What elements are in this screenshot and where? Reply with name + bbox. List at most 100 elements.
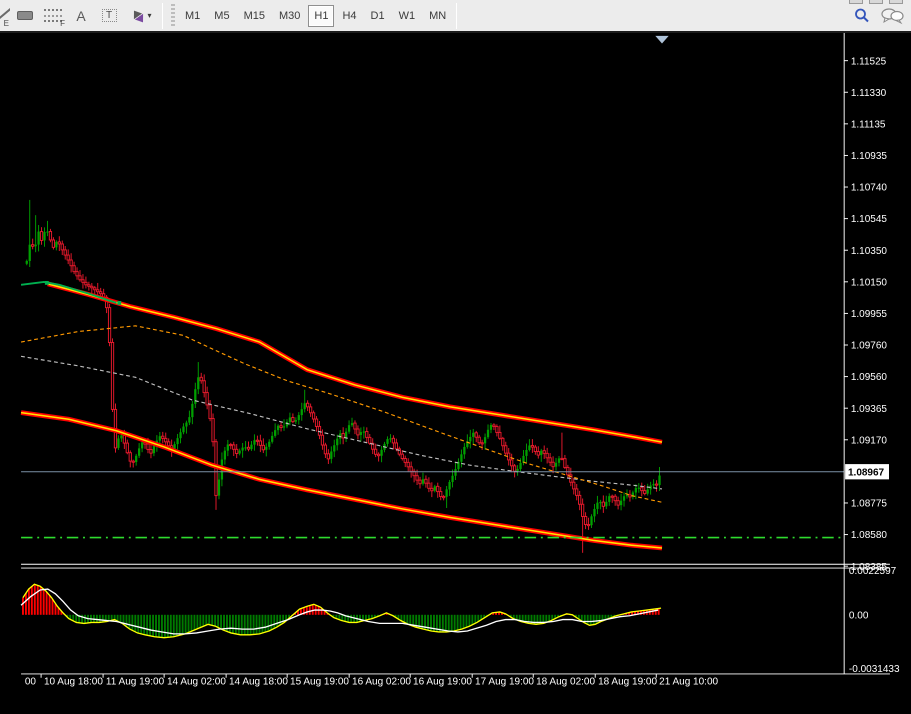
candle-body-bear	[229, 443, 233, 447]
timeframe-m5-button[interactable]: M5	[208, 5, 235, 27]
candle-body-bull	[652, 484, 655, 486]
candle-body-bear	[202, 380, 206, 394]
ma-orange-dashed-line	[20, 325, 663, 503]
candle-body-bear	[548, 457, 552, 463]
candle-body-bull	[433, 486, 436, 491]
candle-body-bear	[78, 275, 82, 281]
restore-button[interactable]	[869, 0, 883, 4]
price-axis-label: 1.10740	[851, 183, 888, 194]
time-axis-label: 15 Aug 19:00	[290, 676, 349, 687]
candle-body-bull	[445, 489, 448, 497]
zoom-in-icon[interactable]	[849, 4, 875, 28]
candle-body-bull	[28, 244, 31, 261]
candle-body-bear	[365, 431, 369, 438]
chart-canvas[interactable]: 1.11525 1.11330 1.11135 1.10935 1.10740 1.105…	[0, 33, 911, 714]
candle-body-bear	[613, 495, 617, 502]
candle-body-bull	[179, 432, 182, 439]
candle-body-bull	[608, 496, 611, 502]
candle-body-bull	[25, 260, 28, 264]
candle-body-bear	[31, 244, 35, 247]
candle-body-bull	[483, 437, 487, 444]
chart-svg[interactable]: 1.11525 1.11330 1.11135 1.10935 1.10740 1.105…	[0, 33, 911, 714]
text-tool-icon[interactable]: A	[76, 7, 86, 24]
candle-body-bull	[188, 417, 191, 423]
candle-body-bear	[442, 496, 446, 499]
timeframe-w1-button[interactable]: W1	[393, 5, 422, 27]
candle-body-bull	[194, 389, 197, 404]
candle-body-bear	[480, 442, 484, 445]
minimize-button[interactable]	[849, 0, 863, 4]
candle-body-bear	[308, 406, 313, 414]
candle-body-bear	[427, 482, 431, 489]
current-price-box	[845, 464, 889, 480]
candle-body-bull	[276, 425, 280, 431]
timeframe-m1-button[interactable]: M1	[179, 5, 206, 27]
candle-body-bear	[161, 435, 165, 439]
candle-body-bear	[341, 433, 345, 439]
candle-body-bear	[654, 483, 659, 486]
candle-body-bear	[93, 287, 97, 291]
timeframe-m15-button[interactable]: M15	[238, 5, 271, 27]
candle-body-bull	[303, 403, 306, 410]
timeframe-d1-button[interactable]: D1	[365, 5, 391, 27]
candle-body-bull	[336, 438, 339, 446]
price-axis-label: 1.08775	[851, 499, 888, 510]
text-label-tool-icon[interactable]: T	[96, 4, 122, 28]
candle-body-bear	[235, 448, 239, 454]
timeframe-m30-button[interactable]: M30	[273, 5, 306, 27]
candle-body-bull	[540, 450, 543, 456]
candle-body-bear	[374, 448, 378, 455]
time-axis-label: 00	[25, 676, 37, 687]
candle-body-bear	[530, 445, 534, 448]
price-axis-label: 1.10350	[851, 246, 888, 257]
candle-body-bull	[333, 445, 336, 452]
candle-body-bear	[81, 279, 85, 283]
candle-body-bear	[69, 259, 73, 267]
candle-body-bear	[208, 404, 212, 420]
fibonacci-tool-icon[interactable]: F	[40, 4, 66, 28]
chat-bubbles-icon[interactable]	[877, 4, 907, 28]
candle-body-bear	[403, 458, 407, 463]
candle-body-bear	[320, 434, 325, 446]
toolbar-separator	[456, 2, 458, 29]
candle-body-bear	[84, 281, 88, 286]
candle-body-bear	[57, 241, 61, 245]
close-button[interactable]	[889, 0, 903, 4]
candle-body-bear	[610, 495, 614, 498]
candle-body-bear	[409, 466, 413, 472]
candle-body-bull	[288, 417, 292, 422]
candle-body-bear	[39, 231, 44, 241]
candle-body-bull	[557, 458, 561, 463]
candle-body-bull	[46, 231, 49, 233]
toolbar-grip[interactable]	[171, 3, 175, 28]
candle-body-bull	[525, 449, 528, 456]
toolbar: E F A T ▾ M1 M5 M15 M30 H1 H4 D1 W1 MN	[0, 0, 911, 33]
candle-body-bull	[516, 468, 519, 472]
candle-body-bull	[250, 444, 253, 450]
candle-body-bull	[658, 475, 661, 486]
candle-body-bear	[261, 444, 265, 451]
candle-body-bull	[330, 451, 333, 459]
candle-body-bear	[400, 453, 404, 459]
candle-body-bear	[311, 412, 316, 420]
candle-body-bull	[457, 461, 460, 470]
timeframe-h4-button[interactable]: H4	[336, 5, 362, 27]
candle-body-bear	[578, 494, 582, 505]
candle-body-bear	[575, 488, 579, 496]
line-study-icon[interactable]: E	[0, 4, 10, 28]
timeframe-h1-button[interactable]: H1	[308, 4, 335, 27]
chart-background[interactable]	[21, 33, 890, 683]
candle-body-bull	[619, 500, 623, 506]
rectangle-tool-icon[interactable]	[12, 4, 38, 28]
candle-body-bear	[424, 478, 428, 484]
chevron-down-icon[interactable]: ▾	[147, 11, 152, 20]
time-axis-label: 18 Aug 19:00	[598, 676, 657, 687]
candle-body-bear	[474, 432, 478, 438]
candle-body-bull	[463, 446, 466, 455]
candle-body-bear	[146, 443, 150, 450]
arrows-tool-icon[interactable]: ▾	[124, 4, 158, 28]
candle-body-bear	[601, 501, 605, 507]
end-arrow-icon[interactable]	[655, 35, 669, 44]
timeframe-mn-button[interactable]: MN	[423, 5, 452, 27]
candle-body-bull	[466, 441, 469, 447]
